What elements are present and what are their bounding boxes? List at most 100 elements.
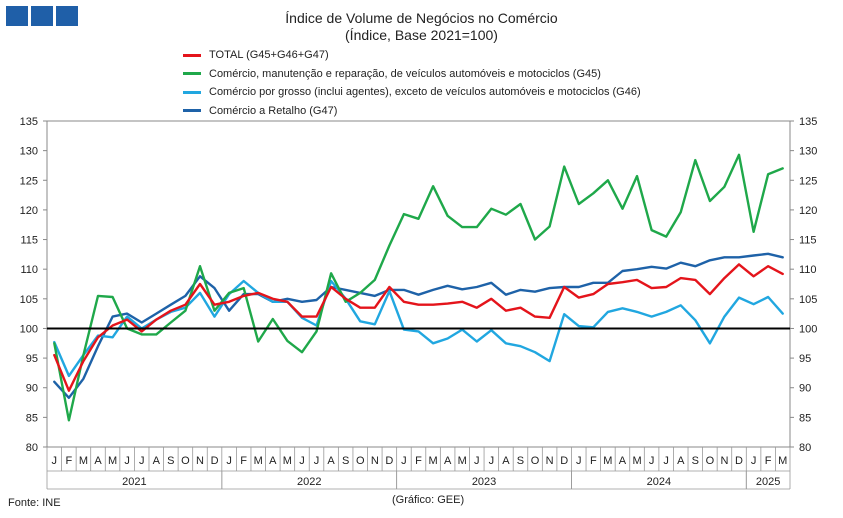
y-tick-label-right: 120: [799, 205, 817, 217]
year-label: 2021: [122, 476, 146, 488]
month-tick-label: M: [108, 455, 117, 467]
credit-note: (Gráfico: GEE): [392, 494, 465, 506]
month-tick-label: A: [269, 455, 277, 467]
y-tick-label-left: 125: [20, 175, 38, 187]
logo-square: [31, 6, 53, 26]
month-tick-label: S: [517, 455, 524, 467]
month-tick-label: A: [502, 455, 510, 467]
year-label: 2025: [756, 476, 780, 488]
month-tick-label: J: [139, 455, 145, 467]
month-tick-label: A: [619, 455, 627, 467]
month-tick-label: A: [444, 455, 452, 467]
month-tick-label: S: [692, 455, 699, 467]
month-tick-label: D: [211, 455, 219, 467]
month-tick-label: J: [649, 455, 655, 467]
y-tick-label-right: 95: [799, 353, 811, 365]
month-tick-label: J: [52, 455, 58, 467]
month-tick-label: M: [603, 455, 612, 467]
month-tick-label: F: [65, 455, 72, 467]
legend-swatch: [183, 109, 201, 113]
month-tick-label: J: [663, 455, 669, 467]
month-tick-label: M: [632, 455, 641, 467]
month-tick-label: D: [560, 455, 568, 467]
legend-item-g45: Comércio, manutenção e reparação, de veí…: [183, 65, 641, 84]
legend-label: Comércio a Retalho (G47): [209, 104, 338, 117]
month-tick-label: F: [765, 455, 772, 467]
y-tick-label-right: 85: [799, 412, 811, 424]
month-tick-label: N: [196, 455, 204, 467]
month-tick-label: D: [735, 455, 743, 467]
legend-label: Comércio, manutenção e reparação, de veí…: [209, 67, 601, 80]
month-tick-label: A: [327, 455, 335, 467]
legend-label: TOTAL (G45+G46+G47): [209, 49, 329, 61]
month-tick-label: J: [489, 455, 495, 467]
month-tick-label: J: [474, 455, 480, 467]
y-tick-label-right: 125: [799, 175, 817, 187]
logo-square: [6, 6, 28, 26]
plot-frame: [46, 120, 791, 448]
month-tick-label: F: [590, 455, 597, 467]
series-line-3: [53, 252, 784, 399]
month-tick-label: M: [283, 455, 292, 467]
month-tick-label: J: [124, 455, 130, 467]
y-tick-label-right: 110: [799, 264, 817, 276]
month-tick-label: M: [458, 455, 467, 467]
month-tick-label: O: [706, 455, 715, 467]
month-tick-label: F: [240, 455, 247, 467]
y-tick-label-left: 85: [26, 412, 38, 424]
y-tick-label-left: 95: [26, 353, 38, 365]
month-tick-label: O: [531, 455, 540, 467]
legend-label: Comércio por grosso (inclui agentes), ex…: [209, 86, 641, 98]
year-label: 2022: [297, 476, 321, 488]
chart-legend: TOTAL (G45+G46+G47) Comércio, manutenção…: [183, 46, 641, 120]
month-tick-label: A: [94, 455, 102, 467]
legend-swatch: [183, 53, 201, 57]
series-line-2: [53, 279, 784, 378]
series-line-1: [53, 153, 784, 422]
legend-swatch: [183, 72, 201, 76]
y-tick-label-left: 130: [20, 146, 38, 158]
ine-logo-icon: [6, 6, 78, 26]
month-tick-label: O: [356, 455, 365, 467]
month-tick-label: A: [153, 455, 161, 467]
year-label: 2023: [472, 476, 496, 488]
y-tick-label-right: 105: [799, 294, 817, 306]
y-tick-label-left: 115: [20, 235, 38, 247]
legend-swatch: [183, 90, 201, 94]
y-tick-label-right: 115: [799, 235, 817, 247]
month-tick-label: S: [342, 455, 349, 467]
legend-item-g47: Comércio a Retalho (G47): [183, 102, 641, 121]
month-tick-label: J: [401, 455, 407, 467]
month-tick-label: M: [778, 455, 787, 467]
y-tick-label-left: 120: [20, 205, 38, 217]
month-tick-label: S: [167, 455, 174, 467]
month-tick-label: F: [415, 455, 422, 467]
source-note: Fonte: INE: [8, 497, 61, 509]
y-tick-label-left: 135: [20, 116, 38, 128]
y-tick-label-left: 110: [20, 264, 38, 276]
y-tick-label-right: 130: [799, 146, 817, 158]
y-tick-label-right: 80: [799, 442, 811, 454]
month-tick-label: J: [314, 455, 320, 467]
chart-title-block: Índice de Volume de Negócios no Comércio…: [0, 10, 843, 44]
y-tick-label-left: 100: [20, 323, 38, 335]
month-tick-label: D: [385, 455, 393, 467]
series-line-0: [53, 263, 784, 392]
legend-item-total: TOTAL (G45+G46+G47): [183, 46, 641, 65]
chart-subtitle: (Índice, Base 2021=100): [345, 27, 498, 43]
y-tick-label-right: 90: [799, 383, 811, 395]
legend-item-g46: Comércio por grosso (inclui agentes), ex…: [183, 83, 641, 102]
month-tick-label: J: [751, 455, 757, 467]
month-tick-label: M: [428, 455, 437, 467]
logo-square: [56, 6, 78, 26]
chart-title: Índice de Volume de Negócios no Comércio: [285, 10, 558, 26]
month-tick-label: M: [254, 455, 263, 467]
month-tick-label: J: [299, 455, 305, 467]
month-tick-label: M: [79, 455, 88, 467]
month-tick-label: N: [720, 455, 728, 467]
month-tick-label: N: [546, 455, 554, 467]
month-tick-label: O: [181, 455, 190, 467]
month-tick-label: J: [576, 455, 582, 467]
month-tick-label: N: [371, 455, 379, 467]
